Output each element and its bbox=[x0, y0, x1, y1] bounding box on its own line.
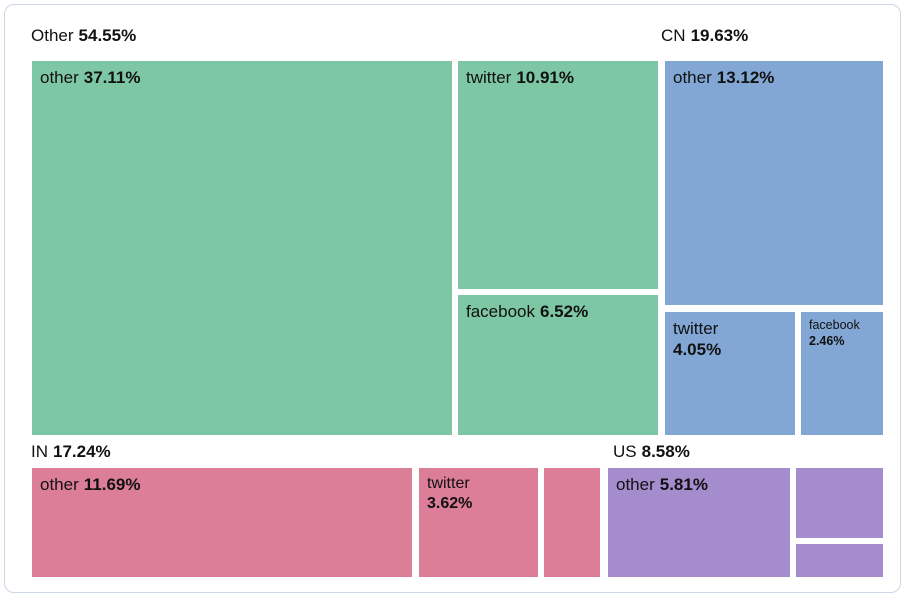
group-value: 17.24% bbox=[53, 442, 111, 461]
cell-label: twitter 10.91% bbox=[466, 68, 575, 87]
group-label-cn: CN 19.63% bbox=[661, 26, 748, 46]
cell-us-sliver-1[interactable] bbox=[796, 468, 883, 538]
cell-cn-other[interactable]: other 13.12% bbox=[665, 61, 883, 305]
cell-label bbox=[796, 468, 883, 474]
group-name: CN bbox=[661, 26, 686, 45]
cell-us-sliver-2[interactable] bbox=[796, 544, 883, 577]
group-value: 54.55% bbox=[78, 26, 137, 45]
cell-in-sliver[interactable] bbox=[544, 468, 600, 577]
cell-in-twitter[interactable]: twitter 3.62% bbox=[419, 468, 538, 577]
cell-cn-facebook[interactable]: facebook 2.46% bbox=[801, 312, 883, 435]
group-value: 19.63% bbox=[690, 26, 749, 45]
cell-label bbox=[796, 544, 883, 550]
cell-label: other 11.69% bbox=[40, 475, 141, 494]
cell-label: twitter 3.62% bbox=[427, 475, 473, 512]
group-value: 8.58% bbox=[641, 442, 690, 461]
group-name: US bbox=[613, 442, 637, 461]
group-label-us: US 8.58% bbox=[613, 442, 690, 462]
cell-label: facebook 2.46% bbox=[809, 318, 860, 348]
cell-other-twitter[interactable]: twitter 10.91% bbox=[458, 61, 658, 289]
cell-label: facebook 6.52% bbox=[466, 302, 589, 321]
group-label-in: IN 17.24% bbox=[31, 442, 111, 462]
group-name: IN bbox=[31, 442, 48, 461]
cell-in-other[interactable]: other 11.69% bbox=[32, 468, 412, 577]
group-name: Other bbox=[31, 26, 74, 45]
cell-label: other 5.81% bbox=[616, 475, 708, 494]
cell-label bbox=[544, 468, 600, 474]
cell-label: other 13.12% bbox=[673, 68, 775, 87]
treemap-card: Other 54.55% other 37.11% twitter 10.91% fa… bbox=[4, 4, 901, 593]
cell-label: other 37.11% bbox=[40, 68, 141, 87]
cell-other-facebook[interactable]: facebook 6.52% bbox=[458, 295, 658, 435]
cell-cn-twitter[interactable]: twitter 4.05% bbox=[665, 312, 795, 435]
cell-us-other[interactable]: other 5.81% bbox=[608, 468, 790, 577]
group-label-other: Other 54.55% bbox=[31, 26, 136, 46]
cell-other-other[interactable]: other 37.11% bbox=[32, 61, 452, 435]
cell-label: twitter 4.05% bbox=[673, 319, 722, 359]
